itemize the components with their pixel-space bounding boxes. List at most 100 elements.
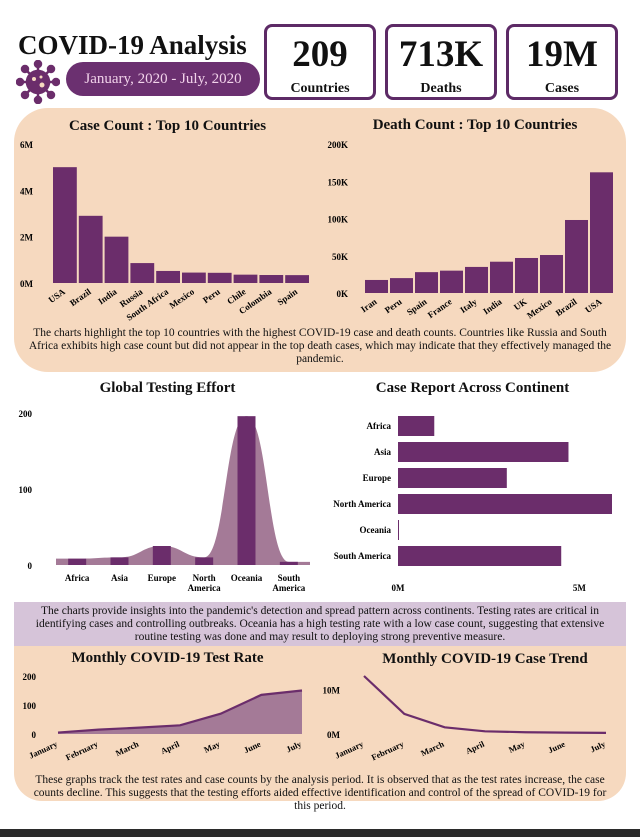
x-tick-label: America (188, 583, 221, 593)
kpi-label: Cases (544, 81, 580, 96)
y-tick-label: 200 (23, 672, 37, 682)
page-title: COVID-19 Analysis (18, 30, 247, 60)
y-tick-label: Africa (367, 421, 392, 431)
y-tick-label: 0 (28, 561, 33, 571)
testing-column (279, 561, 298, 565)
x-tick-label: 5M (573, 583, 587, 593)
x-tick-label: India (96, 286, 119, 306)
y-tick-label: North America (333, 499, 391, 509)
y-tick-label: 0K (336, 289, 348, 299)
x-tick-label: July (588, 738, 607, 754)
bar (207, 272, 232, 283)
bar (440, 270, 463, 293)
x-tick-label: Asia (111, 573, 129, 583)
bar (490, 261, 513, 293)
kpi-label: Deaths (420, 81, 462, 96)
testing-column (195, 557, 214, 565)
x-tick-label: January (333, 738, 365, 760)
bar (233, 274, 258, 283)
y-tick-label: 0M (20, 279, 34, 289)
bar (398, 546, 562, 566)
x-tick-label: Iran (359, 296, 379, 314)
y-tick-label: 6M (20, 140, 34, 150)
y-tick-label: 100K (327, 215, 348, 225)
y-tick-label: 0M (327, 730, 341, 740)
x-tick-label: Spain (275, 286, 299, 307)
date-range-badge: January, 2020 - July, 2020 (66, 62, 260, 96)
series-line (57, 689, 303, 734)
y-tick-label: 100 (19, 485, 33, 495)
countries-kpi-card: 209 Countries (264, 24, 376, 100)
x-tick-label: Mexico (525, 296, 554, 321)
x-tick-label: May (202, 738, 222, 754)
monthly-case-trend-chart: 0M 10M January February March April May June Jul… (323, 675, 608, 762)
testing-area (56, 416, 310, 565)
x-tick-label: North (193, 573, 216, 583)
testing-chart-title: Global Testing Effort (99, 380, 236, 396)
x-tick-label: March (419, 739, 446, 758)
kpi-label: Countries (290, 81, 350, 96)
bar (515, 257, 538, 293)
bar (78, 215, 103, 283)
bar (590, 172, 613, 293)
x-tick-label: France (426, 296, 454, 320)
testing-column (110, 557, 129, 565)
x-tick-label: 0M (392, 583, 406, 593)
y-tick-label: 10M (323, 685, 341, 695)
x-tick-label: May (507, 738, 527, 754)
x-tick-label: February (64, 738, 100, 762)
kpi-value: 209 (292, 34, 348, 75)
x-tick-label: Italy (458, 296, 479, 315)
bar (398, 442, 569, 462)
bar (104, 236, 129, 283)
cases-kpi-card: 19M Cases (506, 24, 618, 100)
kpi-value: 19M (526, 34, 598, 75)
x-tick-label: India (481, 296, 504, 316)
area-fill (58, 690, 302, 734)
x-tick-label: Oceania (231, 573, 263, 583)
middle-charts-note: The charts provide insights into the pan… (35, 605, 605, 643)
monthly-panel (14, 646, 626, 801)
bar (53, 167, 77, 283)
x-tick-label: July (284, 738, 303, 754)
death-count-chart-title: Death Count : Top 10 Countries (372, 117, 578, 133)
y-tick-label: South America (334, 551, 392, 561)
continent-cases-chart: Africa Asia Europe North America Oceania Sout… (333, 416, 612, 593)
x-tick-label: Africa (65, 573, 90, 583)
y-tick-label: 200K (327, 140, 348, 150)
y-tick-label: 2M (20, 233, 34, 243)
bar (365, 279, 388, 293)
y-tick-label: Oceania (360, 525, 392, 535)
middle-note-band (14, 602, 626, 647)
bar (259, 275, 284, 283)
kpi-value: 713K (398, 34, 484, 75)
y-tick-label: 50K (332, 252, 348, 262)
x-tick-label: USA (583, 296, 604, 315)
y-tick-label: 4M (20, 186, 34, 196)
x-tick-label: Peru (201, 286, 222, 305)
bar (156, 270, 180, 283)
x-tick-label: March (114, 739, 141, 758)
series-line (363, 675, 607, 734)
x-tick-label: April (464, 738, 486, 756)
bottom-charts-note: These graphs track the test rates and ca… (33, 774, 607, 812)
y-tick-label: 0 (32, 730, 37, 740)
x-tick-label: Brazil (68, 286, 93, 308)
footer-bar (0, 829, 640, 837)
y-tick-label: 200 (19, 409, 33, 419)
y-tick-label: Europe (363, 473, 391, 483)
bar (390, 278, 413, 293)
case-trend-chart-title: Monthly COVID-19 Case Trend (382, 651, 588, 667)
bar (465, 266, 488, 293)
bar (398, 468, 507, 488)
testing-column (68, 558, 87, 565)
deaths-kpi-card: 713K Deaths (385, 24, 497, 100)
y-tick-label: 100 (23, 701, 37, 711)
bar (398, 494, 612, 514)
x-tick-label: Brazil (554, 296, 579, 318)
x-tick-label: South (278, 573, 301, 583)
top-charts-note: The charts highlight the top 10 countrie… (28, 327, 612, 365)
